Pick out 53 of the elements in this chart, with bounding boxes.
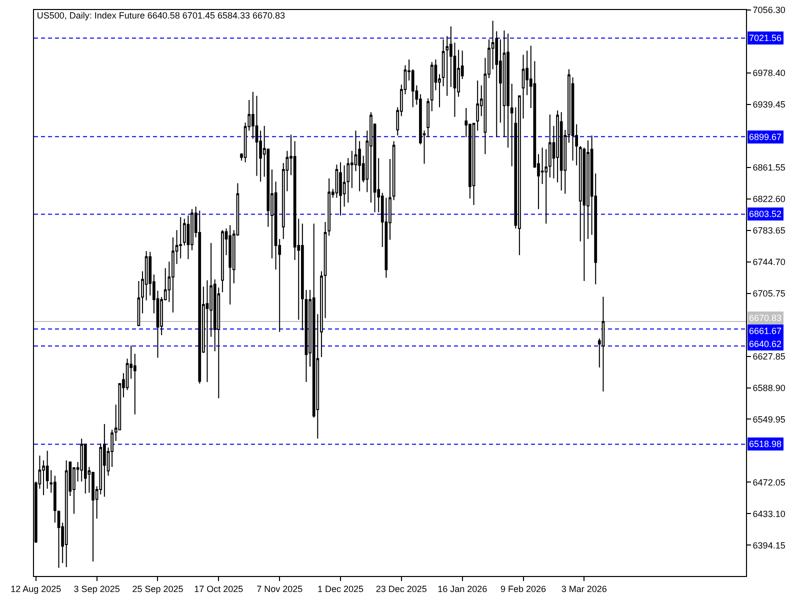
y-tick-label: 6394.15 [752,540,786,550]
x-tick-label: 23 Dec 2025 [376,584,427,594]
candlestick [339,162,342,216]
y-tick-label: 6705.75 [752,288,786,298]
y-tick-label: 6861.55 [752,162,786,173]
candlestick [64,460,68,568]
x-tick-label: 17 Oct 2025 [194,584,244,594]
y-tick-label: 6783.65 [752,226,786,236]
candlestick [548,114,552,178]
y-tick-label: 6627.85 [752,351,786,362]
candlestick [506,33,510,148]
candlestick [426,98,430,138]
x-tick-label: 3 Mar 2026 [561,584,607,594]
candlestick [221,230,224,293]
candlestick [57,510,60,568]
y-tick-label: 6939.45 [752,100,786,110]
y-tick-label: 6433.10 [752,508,786,519]
candlestick [392,140,396,201]
y-tick-label: 6588.90 [752,382,786,393]
y-tick-label: 6472.05 [752,477,786,488]
ref-line-label: 6518.98 [749,439,782,449]
x-tick-label: 12 Aug 2025 [10,584,62,594]
chart-title: US500, Daily: Index Future 6640.58 6701.45 6584.33 6670.83 [36,10,286,21]
x-tick-label: 3 Sep 2025 [74,584,120,594]
candlestick [198,210,202,384]
candlestick [476,80,480,132]
ref-line-label: 6670.83 [749,313,782,323]
candlestick [103,424,106,498]
candlestick [602,296,605,392]
ref-line-label: 7021.56 [749,33,782,43]
ref-line-label: 6803.52 [749,209,782,219]
ref-line-label: 6899.67 [749,132,782,142]
ref-line-label: 6661.67 [749,326,782,336]
candlestick [137,280,140,327]
y-tick-label: 6822.60 [752,194,786,204]
x-tick-label: 25 Sep 2025 [132,584,184,594]
y-tick-label: 6549.95 [752,414,786,424]
candlestick [518,95,521,256]
candlestick [560,112,563,191]
ref-line-label: 6640.62 [749,339,782,349]
y-tick-label: 6978.40 [752,68,786,78]
candlestick [228,224,232,305]
candlestick [472,122,476,206]
x-tick-label: 1 Dec 2025 [317,584,364,594]
candlestick [430,61,434,112]
x-tick-label: 7 Nov 2025 [256,584,303,594]
candlestick [544,148,548,224]
candlestick [522,54,525,120]
y-tick-label: 7056.30 [752,5,786,16]
x-tick-label: 16 Jan 2026 [438,584,488,594]
y-tick-label: 6744.70 [752,256,786,267]
candlestick [92,471,94,562]
x-tick-label: 9 Feb 2026 [500,584,546,594]
